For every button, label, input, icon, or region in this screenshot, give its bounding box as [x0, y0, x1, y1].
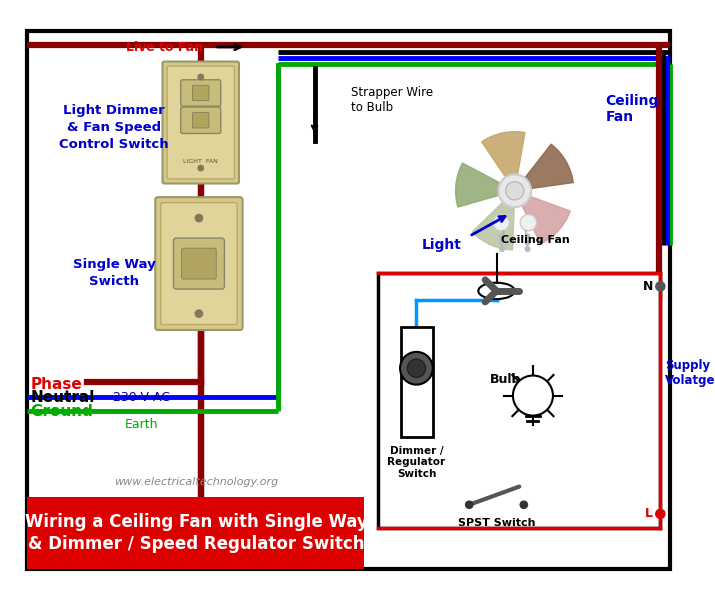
FancyBboxPatch shape	[155, 197, 242, 330]
Circle shape	[526, 234, 530, 239]
Circle shape	[498, 175, 531, 207]
FancyBboxPatch shape	[181, 80, 221, 106]
Text: 230-V AC: 230-V AC	[113, 391, 170, 404]
Circle shape	[198, 74, 204, 80]
Text: L: L	[645, 507, 653, 520]
Bar	[27, 497, 364, 569]
Text: SPST Switch: SPST Switch	[458, 518, 536, 529]
Wedge shape	[455, 163, 501, 207]
Text: N: N	[643, 280, 653, 293]
Circle shape	[408, 359, 425, 377]
Circle shape	[195, 310, 202, 317]
Circle shape	[656, 282, 665, 291]
Circle shape	[195, 214, 202, 222]
Circle shape	[465, 501, 473, 508]
Circle shape	[521, 214, 536, 231]
Circle shape	[400, 352, 433, 385]
Circle shape	[500, 247, 504, 251]
Text: Single Way
Swicth: Single Way Swicth	[73, 257, 156, 287]
FancyBboxPatch shape	[181, 107, 221, 133]
Text: Light: Light	[422, 238, 462, 253]
Circle shape	[500, 241, 504, 245]
FancyBboxPatch shape	[161, 203, 237, 325]
Circle shape	[513, 376, 553, 416]
FancyBboxPatch shape	[174, 238, 225, 289]
Text: Bulb: Bulb	[490, 373, 521, 386]
Circle shape	[526, 241, 530, 245]
FancyBboxPatch shape	[192, 113, 209, 128]
Text: Live to Fan: Live to Fan	[126, 41, 203, 53]
Wedge shape	[521, 196, 571, 244]
FancyBboxPatch shape	[27, 31, 671, 569]
Text: Earth: Earth	[125, 418, 158, 431]
Text: Neutral: Neutral	[31, 390, 95, 405]
Wedge shape	[524, 144, 573, 188]
Text: Phase: Phase	[31, 377, 82, 392]
Circle shape	[526, 247, 530, 251]
Text: LIGHT  FAN: LIGHT FAN	[183, 159, 218, 164]
Ellipse shape	[478, 283, 515, 299]
Text: www.electricaltechnology.org: www.electricaltechnology.org	[114, 477, 278, 487]
Text: Ground: Ground	[31, 404, 94, 419]
Circle shape	[198, 166, 204, 171]
Circle shape	[142, 91, 542, 491]
Bar	[378, 272, 661, 527]
Text: Light Dimmer
& Fan Speed
Control Switch: Light Dimmer & Fan Speed Control Switch	[59, 104, 169, 151]
Text: Wiring a Ceiling Fan with Single Way
& Dimmer / Speed Regulator Switch: Wiring a Ceiling Fan with Single Way & D…	[25, 513, 368, 553]
Circle shape	[500, 234, 504, 239]
Circle shape	[521, 501, 528, 508]
Circle shape	[656, 509, 665, 518]
Circle shape	[506, 182, 524, 200]
Circle shape	[493, 214, 509, 231]
Text: Ceiling
Fan: Ceiling Fan	[606, 94, 659, 124]
FancyBboxPatch shape	[162, 62, 239, 184]
Wedge shape	[472, 202, 514, 250]
Text: Strapper Wire
to Bulb: Strapper Wire to Bulb	[351, 86, 433, 114]
Wedge shape	[482, 131, 525, 178]
Text: Supply
Volatge: Supply Volatge	[665, 359, 715, 387]
Text: Dimmer /
Regulator
Switch: Dimmer / Regulator Switch	[388, 446, 445, 479]
FancyBboxPatch shape	[192, 85, 209, 101]
Text: Ceiling Fan: Ceiling Fan	[501, 235, 570, 245]
FancyBboxPatch shape	[167, 66, 235, 179]
FancyBboxPatch shape	[182, 248, 216, 279]
Bar	[401, 328, 433, 437]
